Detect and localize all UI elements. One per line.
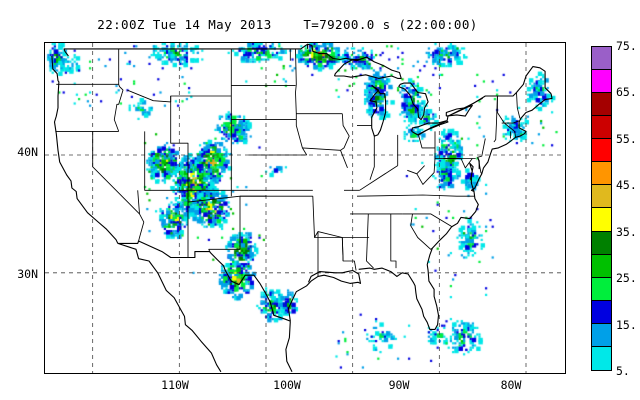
colorbar (591, 46, 612, 371)
colorbar-band-10 (592, 346, 611, 370)
map-line-coast (445, 104, 473, 117)
map-line-state (92, 131, 140, 215)
map-line-state (341, 237, 344, 262)
colorbar-band-55 (592, 139, 611, 163)
map-line-coast (411, 120, 449, 136)
map-line-state (356, 194, 475, 197)
map-line-state (314, 231, 319, 238)
map-line-coast (469, 162, 475, 192)
map-line-state (402, 213, 453, 228)
x-tick-110w: 110W (161, 378, 189, 392)
map-plot-area (44, 42, 566, 374)
x-tick-100w: 100W (273, 378, 301, 392)
map-line-coast (358, 264, 440, 330)
x-tick-80w: 80W (500, 378, 522, 392)
state-borders (55, 48, 521, 277)
colorbar-band-40 (592, 208, 611, 232)
colorbar-band-30 (592, 254, 611, 278)
map-line-state (493, 95, 498, 143)
colorbar-tick-55: 55. (616, 131, 637, 146)
colorbar-band-50 (592, 162, 611, 186)
y-tick-40n: 40N (17, 145, 38, 159)
colorbar-tick-25: 25. (616, 271, 637, 286)
colorbar-tick-75: 75. (616, 39, 637, 53)
colorbar-band-60 (592, 116, 611, 140)
map-line-state (416, 158, 436, 185)
colorbar-band-35 (592, 231, 611, 255)
y-tick-30n: 30N (17, 267, 38, 281)
colorbar-tick-15: 15. (616, 317, 637, 332)
map-line-state (302, 147, 348, 169)
map-line-state (312, 196, 357, 271)
colorbar-band-70 (592, 70, 611, 94)
map-line-state (443, 158, 473, 169)
map-line-coast (418, 66, 552, 136)
colorbar-band-25 (592, 277, 611, 301)
map-line-state (340, 113, 350, 151)
x-tick-90w: 90W (388, 378, 410, 392)
map-line-state (295, 48, 308, 156)
colorbar-tick-45: 45. (616, 178, 637, 193)
colorbar-band-20 (592, 300, 611, 324)
coastlines (51, 43, 553, 373)
map-line-state (496, 96, 505, 124)
colorbar-tick-65: 65. (616, 85, 637, 100)
map-line-state (366, 213, 374, 269)
map-line-coast (398, 82, 429, 121)
colorbar-tick-5: 5. (616, 364, 630, 378)
map-line-state (434, 131, 476, 159)
gridlines (45, 43, 565, 373)
map-line-state (501, 120, 520, 124)
map-line-coast (426, 93, 553, 265)
map-line-coast (51, 55, 119, 244)
map-line-coast (333, 56, 402, 79)
map-line-coast (117, 242, 222, 373)
radar-echo-layer (45, 43, 565, 373)
map-line-coast (369, 84, 387, 137)
map-line-coast (307, 43, 367, 62)
map-line-state (477, 138, 486, 158)
map-line-state (504, 122, 517, 138)
plot-title: 22:00Z Tue 14 May 2013 T=79200.0 s (22:0… (97, 17, 478, 32)
map-line-state (516, 92, 521, 119)
map-line-state (369, 134, 375, 180)
colorbar-band-15 (592, 323, 611, 347)
map-line-state (418, 134, 435, 149)
map-line-coast (117, 240, 291, 322)
colorbar-band-65 (592, 93, 611, 117)
map-line-coast (477, 157, 480, 170)
map-line-coast (63, 43, 309, 57)
map-line-state (113, 48, 124, 132)
map-line-coast (287, 269, 362, 322)
map-geography-layer (45, 43, 565, 373)
colorbar-band-45 (592, 185, 611, 209)
map-line-state (170, 96, 189, 258)
map-line-state (407, 169, 417, 175)
colorbar-tick-35: 35. (616, 224, 637, 239)
map-line-state (359, 165, 398, 191)
map-line-state (410, 213, 433, 250)
map-line-state (390, 213, 397, 269)
colorbar-band-75 (592, 47, 611, 71)
map-line-state (208, 196, 241, 252)
map-line-state (127, 89, 232, 103)
map-line-state (144, 131, 188, 191)
map-line-state (187, 195, 266, 203)
map-line-state (137, 190, 145, 242)
map-line-state (317, 231, 343, 238)
map-line-coast (285, 321, 293, 373)
